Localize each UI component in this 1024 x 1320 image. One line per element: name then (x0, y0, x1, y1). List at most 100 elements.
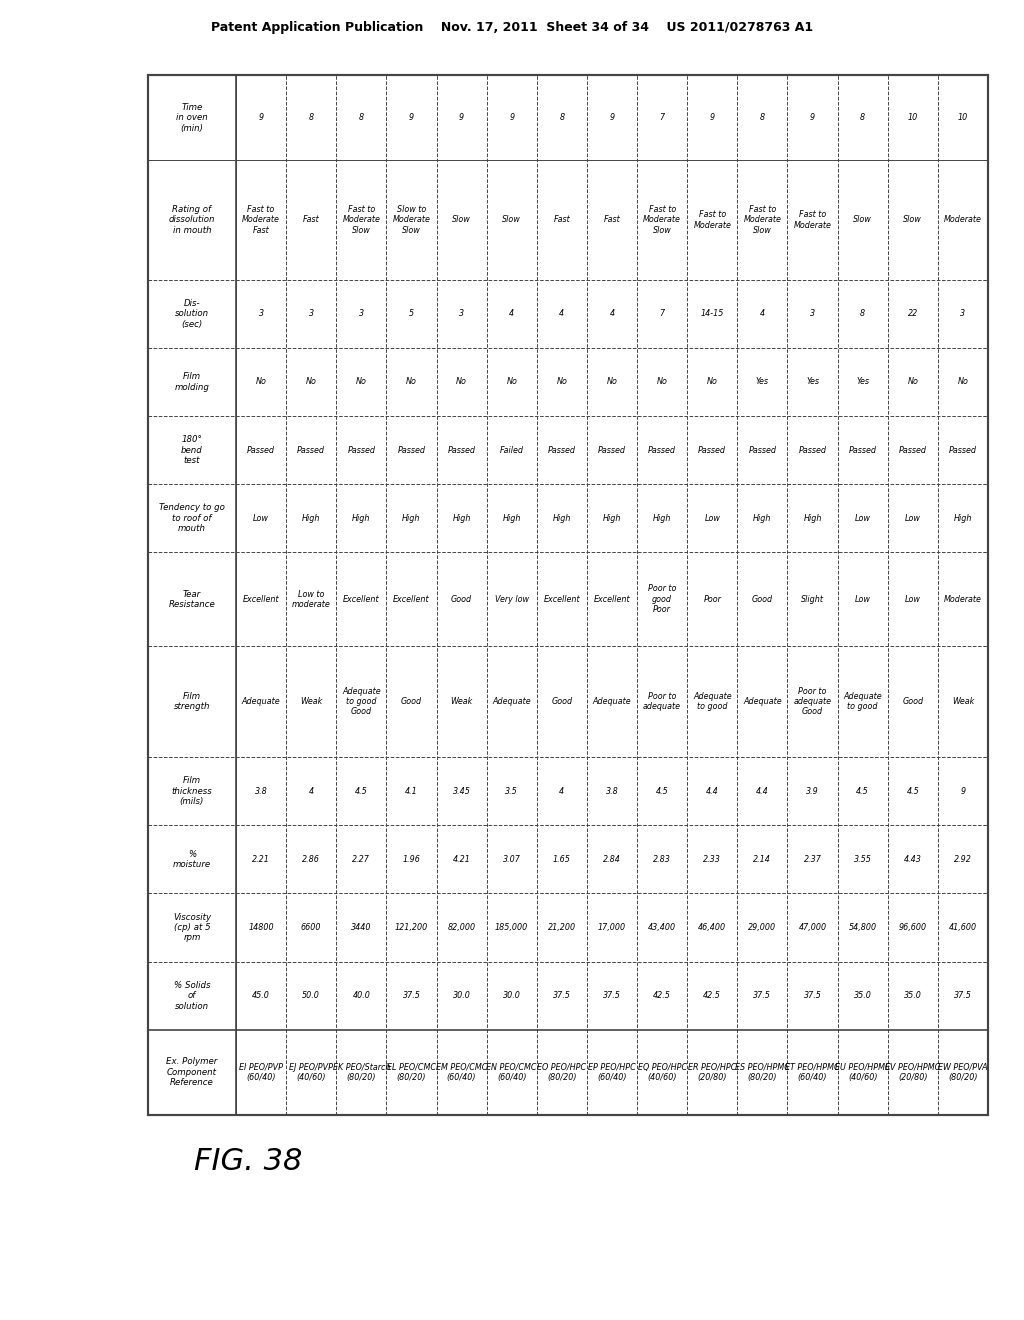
Text: ET PEO/HPMC
(60/40): ET PEO/HPMC (60/40) (785, 1063, 840, 1082)
Text: ER PEO/HPC
(20/80): ER PEO/HPC (20/80) (688, 1063, 736, 1082)
Text: 3: 3 (358, 309, 364, 318)
Text: Passed: Passed (698, 446, 726, 454)
Text: High: High (302, 513, 321, 523)
Text: No: No (456, 378, 467, 387)
Text: Low: Low (253, 513, 269, 523)
Text: Passed: Passed (648, 446, 676, 454)
Text: 3: 3 (258, 309, 263, 318)
Text: Passed: Passed (297, 446, 326, 454)
Text: 4.5: 4.5 (906, 787, 920, 796)
Text: 1.65: 1.65 (553, 855, 570, 863)
Text: 37.5: 37.5 (402, 991, 421, 1001)
Text: 2.33: 2.33 (703, 855, 721, 863)
Text: Low: Low (905, 595, 921, 603)
Text: EN PEO/CMC
(60/40): EN PEO/CMC (60/40) (486, 1063, 537, 1082)
Text: 8: 8 (760, 114, 765, 123)
Text: 4: 4 (609, 309, 614, 318)
Text: Weak: Weak (952, 697, 974, 706)
Text: 42.5: 42.5 (703, 991, 721, 1001)
Text: Fast to
Moderate
Fast: Fast to Moderate Fast (242, 205, 280, 235)
Text: 35.0: 35.0 (854, 991, 871, 1001)
Text: High: High (953, 513, 972, 523)
Text: Passed: Passed (749, 446, 776, 454)
Text: High: High (653, 513, 672, 523)
Text: Passed: Passed (899, 446, 927, 454)
Text: Low to
moderate: Low to moderate (292, 590, 331, 609)
Text: No: No (606, 378, 617, 387)
Text: Fast to
Moderate: Fast to Moderate (693, 210, 731, 230)
Text: 3: 3 (810, 309, 815, 318)
Text: 2.37: 2.37 (804, 855, 821, 863)
Text: Good: Good (902, 697, 924, 706)
Text: 22: 22 (907, 309, 918, 318)
Text: 6600: 6600 (301, 923, 322, 932)
Text: Moderate: Moderate (944, 595, 982, 603)
Text: Failed: Failed (500, 446, 523, 454)
Text: 8: 8 (308, 114, 313, 123)
Text: 4.4: 4.4 (706, 787, 719, 796)
Text: 4.5: 4.5 (655, 787, 669, 796)
Text: High: High (402, 513, 421, 523)
Text: No: No (556, 378, 567, 387)
Text: Slow to
Moderate
Slow: Slow to Moderate Slow (392, 205, 430, 235)
Text: EK PEO/Starch
(80/20): EK PEO/Starch (80/20) (333, 1063, 390, 1082)
Text: 29,000: 29,000 (749, 923, 776, 932)
Text: 14-15: 14-15 (700, 309, 724, 318)
Text: 4: 4 (509, 309, 514, 318)
Text: 96,600: 96,600 (899, 923, 927, 932)
Text: 9: 9 (810, 114, 815, 123)
Text: 3440: 3440 (351, 923, 372, 932)
Text: 47,000: 47,000 (799, 923, 826, 932)
Text: EJ PEO/PVP
(40/60): EJ PEO/PVP (40/60) (289, 1063, 333, 1082)
Text: No: No (256, 378, 266, 387)
Text: Good: Good (401, 697, 422, 706)
Text: Passed: Passed (347, 446, 376, 454)
Text: Poor to
adequate: Poor to adequate (643, 692, 681, 711)
Text: Fast: Fast (554, 215, 570, 224)
Text: 4.43: 4.43 (904, 855, 922, 863)
Text: 121,200: 121,200 (395, 923, 428, 932)
Text: Passed: Passed (247, 446, 275, 454)
Text: 43,400: 43,400 (648, 923, 676, 932)
Text: Time
in oven
(min): Time in oven (min) (176, 103, 208, 132)
Text: Fast to
Moderate: Fast to Moderate (794, 210, 831, 230)
Text: EO PEO/HPC
(80/20): EO PEO/HPC (80/20) (538, 1063, 587, 1082)
Text: No: No (356, 378, 367, 387)
Text: 1.96: 1.96 (402, 855, 421, 863)
Text: 9: 9 (409, 114, 414, 123)
Text: 35.0: 35.0 (904, 991, 922, 1001)
Text: 8: 8 (559, 114, 564, 123)
Text: Excellent: Excellent (393, 595, 430, 603)
Text: Slow: Slow (903, 215, 923, 224)
Text: Passed: Passed (949, 446, 977, 454)
Text: 82,000: 82,000 (447, 923, 476, 932)
Text: %
moisture: % moisture (173, 850, 211, 869)
Text: 3.8: 3.8 (255, 787, 267, 796)
Text: 3.07: 3.07 (503, 855, 520, 863)
Bar (148, 75, 988, 1115)
Text: 3: 3 (308, 309, 313, 318)
Text: Excellent: Excellent (343, 595, 380, 603)
Text: Weak: Weak (300, 697, 323, 706)
Text: No: No (407, 378, 417, 387)
Text: Passed: Passed (397, 446, 425, 454)
Text: Adequate: Adequate (743, 697, 781, 706)
Text: Adequate: Adequate (493, 697, 531, 706)
Text: 45.0: 45.0 (252, 991, 270, 1001)
Text: 9: 9 (509, 114, 514, 123)
Text: Fast: Fast (603, 215, 621, 224)
Text: 41,600: 41,600 (949, 923, 977, 932)
Text: 8: 8 (860, 309, 865, 318)
Text: Poor to
adequate
Good: Poor to adequate Good (794, 686, 831, 717)
Text: No: No (656, 378, 668, 387)
Text: EU PEO/HPMC
(40/60): EU PEO/HPMC (40/60) (835, 1063, 891, 1082)
Text: ES PEO/HPMC
(80/20): ES PEO/HPMC (80/20) (735, 1063, 790, 1082)
Text: 3.55: 3.55 (854, 855, 871, 863)
Text: 2.27: 2.27 (352, 855, 371, 863)
Text: 2.92: 2.92 (954, 855, 972, 863)
Text: Low: Low (905, 513, 921, 523)
Text: 9: 9 (258, 114, 263, 123)
Text: Low: Low (855, 595, 870, 603)
Text: Adequate
to good: Adequate to good (844, 692, 882, 711)
Text: Adequate: Adequate (242, 697, 281, 706)
